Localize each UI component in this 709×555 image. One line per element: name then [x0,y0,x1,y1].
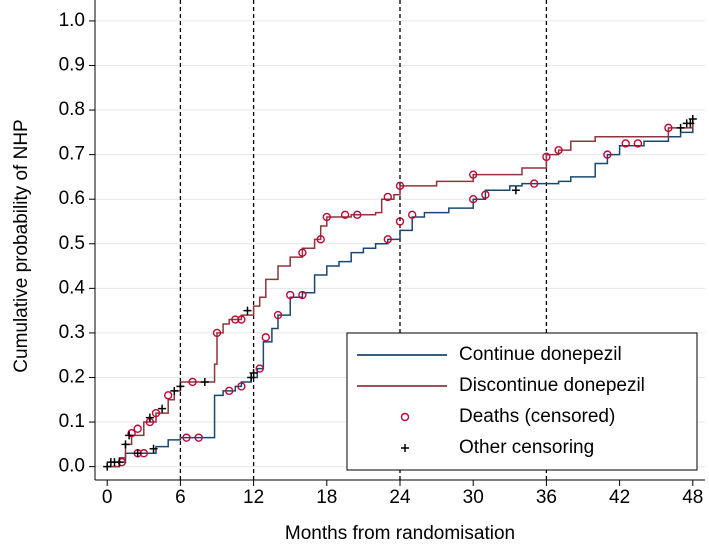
death-marker [353,210,362,220]
death-marker [633,139,643,148]
censor-marker [676,123,685,132]
x-tick-label: 6 [175,487,186,508]
x-tick-label: 24 [389,487,411,508]
censor-marker [176,382,185,391]
death-marker [298,248,307,257]
death-marker [395,181,405,191]
censor-marker [125,431,134,440]
censor-marker [133,449,142,458]
death-marker [255,364,264,373]
legend-label: Discontinue donepezil [459,375,645,396]
y-axis-label: Cumulative probability of NHP [11,119,32,372]
death-marker [469,170,478,179]
x-tick-label: 36 [536,487,557,508]
y-tick-label: 0.1 [59,411,85,432]
censor-marker [688,114,697,123]
y-tick-label: 0.6 [59,188,85,209]
legend-label: Continue donepezil [459,344,622,365]
y-tick-label: 0.2 [59,367,85,388]
death-marker [188,377,197,387]
y-tick-label: 0.4 [59,277,86,298]
death-marker [554,145,563,155]
death-marker [603,150,612,159]
death-marker [212,328,222,338]
censor-marker [103,462,112,471]
death-marker [298,290,307,300]
death-marker [400,412,410,422]
death-marker [127,429,136,438]
censor-marker [511,186,520,195]
death-marker [322,212,331,222]
death-marker [151,408,161,418]
death-marker [530,179,539,188]
censor-marker [170,386,179,395]
death-marker [133,424,142,433]
legend-label: Other censoring [459,437,594,458]
censor-marker [115,458,124,467]
censor-marker [249,369,258,378]
y-tick-label: 1.0 [59,10,85,31]
censor-marker [149,444,158,453]
death-marker [163,391,173,400]
censor-marker [158,404,167,413]
death-marker [469,194,478,204]
x-tick-label: 48 [682,487,703,508]
x-tick-label: 12 [243,487,264,508]
x-axis-label: Months from randomisation [285,523,515,544]
death-marker [542,152,551,162]
death-marker [224,386,234,396]
death-marker [383,235,392,244]
y-tick-label: 0.3 [59,322,85,343]
y-tick-label: 0.9 [59,55,85,76]
censor-marker [247,373,256,382]
death-marker [395,217,405,226]
death-marker [408,210,417,220]
censor-marker [200,377,209,386]
death-marker [340,210,350,220]
death-marker [383,192,392,202]
x-tick-label: 18 [316,487,337,508]
x-tick-label: 30 [463,487,484,508]
death-marker [182,433,191,442]
death-marker [273,310,283,320]
death-marker [237,382,246,391]
death-marker [664,123,673,133]
x-tick-label: 42 [609,487,630,508]
censor-marker [121,440,130,449]
step-line [107,123,694,468]
y-tick-label: 0.7 [59,144,85,165]
legend-label: Deaths (censored) [459,406,615,427]
death-marker [194,433,203,442]
censor-marker [401,444,409,452]
death-marker [231,315,240,324]
y-tick-label: 0.8 [59,99,85,120]
death-marker [316,235,325,244]
x-tick-label: 0 [102,487,113,508]
death-marker [481,190,490,199]
censor-marker [686,119,695,128]
death-marker [286,290,295,300]
step-line [107,123,694,468]
y-tick-label: 0.0 [59,456,85,477]
censor-marker [243,306,252,315]
y-tick-label: 0.5 [59,233,85,254]
death-marker [237,315,246,324]
censor-marker [145,413,154,422]
death-marker [621,139,630,148]
death-marker [261,333,270,342]
